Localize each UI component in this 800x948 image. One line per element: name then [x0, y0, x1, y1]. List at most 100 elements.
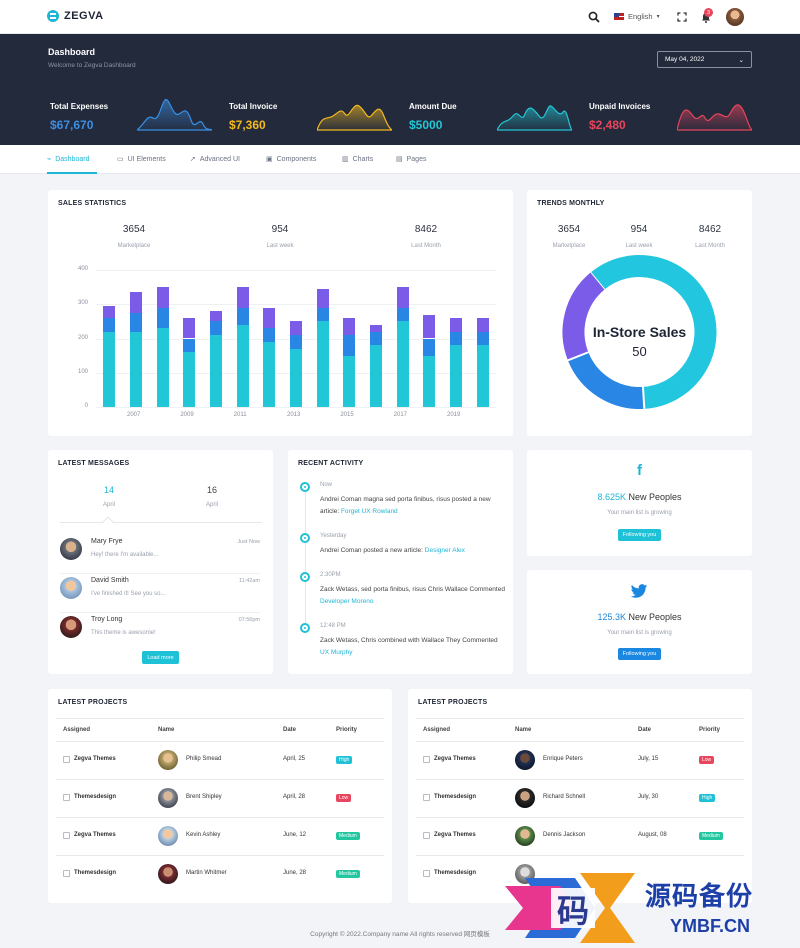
activity-link[interactable]: UX Murphy	[320, 649, 353, 656]
bar-segment	[156, 307, 169, 329]
date-select[interactable]: May 04, 2022 ⌄	[657, 51, 752, 68]
load-more-button[interactable]: Load more	[142, 651, 179, 664]
avatar	[515, 750, 535, 770]
nav-ui-elements[interactable]: ▭ UI Elements	[117, 155, 166, 164]
bar-segment	[290, 348, 302, 407]
y-tick-label: 100	[77, 368, 88, 375]
message-time: 11:42am	[239, 578, 260, 584]
avatar	[515, 788, 535, 808]
stat-amount-due: Amount Due $5000	[409, 102, 457, 132]
kpi-value: 8462	[414, 224, 438, 235]
message-item[interactable]: David Smith I've finished it! See you so…	[60, 575, 260, 613]
bar-segment	[370, 345, 382, 407]
nav-components[interactable]: ▣ Components	[266, 155, 316, 164]
message-sender: Mary Frye	[91, 538, 123, 545]
language-selector[interactable]: English ▾	[614, 12, 660, 21]
row-divider	[416, 817, 744, 818]
date-tab-active[interactable]: 14 April	[89, 485, 129, 508]
activity-time: Now	[320, 482, 333, 488]
kpi-label: Marketplace	[552, 243, 586, 249]
fullscreen-icon[interactable]	[674, 9, 690, 25]
watermark-glyph: 码	[557, 892, 590, 930]
row-checkbox[interactable]	[63, 794, 70, 801]
priority-badge: Low	[699, 756, 715, 764]
nav-advanced-ui[interactable]: ➚ Advanced UI	[190, 155, 240, 164]
cell-name: Richard Schnell	[543, 794, 586, 800]
avatar	[60, 616, 82, 638]
row-checkbox[interactable]	[63, 832, 70, 839]
page-title: Dashboard	[48, 47, 96, 57]
avatar	[158, 864, 178, 884]
timeline-dot	[300, 623, 310, 633]
activity-link[interactable]: Forget UX Rowland	[340, 508, 398, 515]
stat-value: $5000	[409, 118, 443, 132]
cell-name: Kevin Ashley	[186, 832, 221, 838]
bar-segment	[263, 328, 276, 342]
cell-date: June, 12	[283, 832, 307, 838]
x-tick-label: 2011	[233, 412, 247, 418]
nav-charts[interactable]: ▥ Charts	[342, 155, 373, 164]
bar-segment	[343, 317, 356, 336]
divider	[56, 718, 384, 719]
row-checkbox[interactable]	[63, 870, 70, 877]
rocket-icon: ➚	[190, 156, 196, 163]
kpi-last-week: 954 Last week	[599, 224, 679, 249]
bar-segment	[236, 307, 249, 325]
bar-segment	[130, 331, 142, 407]
date-tab[interactable]: 16 April	[192, 485, 232, 508]
row-checkbox[interactable]	[423, 870, 430, 877]
nav-pages[interactable]: ▤ Pages	[396, 155, 426, 164]
cell-name: Dennis Jackson	[543, 832, 586, 838]
x-tick-label: 2017	[393, 412, 408, 418]
activity-link[interactable]: Designer Alex	[424, 547, 465, 554]
pages-icon: ▤	[396, 156, 403, 163]
card-title: LATEST PROJECTS	[418, 699, 488, 706]
message-preview: Hey! there I'm available...	[91, 552, 159, 558]
row-checkbox[interactable]	[423, 756, 430, 763]
row-checkbox[interactable]	[423, 794, 430, 801]
bar-segment	[370, 324, 382, 332]
logo-icon	[47, 10, 59, 22]
tab-month: April	[205, 502, 218, 508]
bar-segment	[290, 321, 302, 336]
nav-dashboard[interactable]: ⌁ Dashboard	[47, 155, 89, 164]
x-tick-label: 2019	[447, 412, 461, 418]
message-item[interactable]: Troy Long This theme is awesome! 07:56pm	[60, 614, 260, 652]
following-button[interactable]: Following you	[618, 648, 661, 660]
twitter-stats-card: 125.3K New Peoples Your main list is gro…	[527, 570, 752, 674]
activity-link[interactable]: Developer Moreno	[320, 598, 374, 605]
row-divider	[56, 779, 384, 780]
bar-segment	[103, 317, 116, 332]
sparkline-expenses	[137, 99, 212, 131]
chevron-down-icon: ⌄	[738, 56, 744, 64]
facebook-stats-card: f 8.625K New Peoples Your main list is g…	[527, 450, 752, 556]
card-title: TRENDS MONTHLY	[537, 200, 605, 207]
activity-time: Yesterday	[320, 533, 347, 539]
priority-badge: Medium	[699, 832, 723, 840]
bar-segment	[130, 292, 142, 313]
social-subtext: Your main list is growing	[607, 630, 672, 636]
cell-name: Brent Shipley	[186, 794, 222, 800]
kpi-value: 8462	[698, 224, 722, 235]
bar-segment	[130, 312, 142, 332]
activity-time: 2:30PM	[320, 572, 341, 578]
bar-segment	[210, 311, 222, 322]
user-avatar[interactable]	[726, 8, 744, 26]
bar-segment	[236, 287, 249, 308]
message-item[interactable]: Mary Frye Hey! there I'm available... Ju…	[60, 536, 260, 574]
stat-label: Total Expenses	[50, 102, 109, 111]
brand-logo[interactable]: ZEGVA	[47, 10, 104, 22]
cell-date: July, 30	[638, 794, 659, 800]
search-icon[interactable]	[586, 9, 602, 25]
row-divider	[416, 779, 744, 780]
bar-segment	[450, 331, 462, 346]
row-checkbox[interactable]	[423, 832, 430, 839]
facebook-icon: f	[637, 462, 642, 479]
kpi-value: 3654	[557, 224, 581, 235]
donut-slice	[590, 255, 717, 409]
row-checkbox[interactable]	[63, 756, 70, 763]
following-button[interactable]: Following you	[618, 529, 661, 541]
x-tick-label: 2009	[180, 412, 194, 418]
y-tick-label: 300	[77, 300, 88, 307]
cell-assigned: Themesdesign	[434, 870, 477, 876]
